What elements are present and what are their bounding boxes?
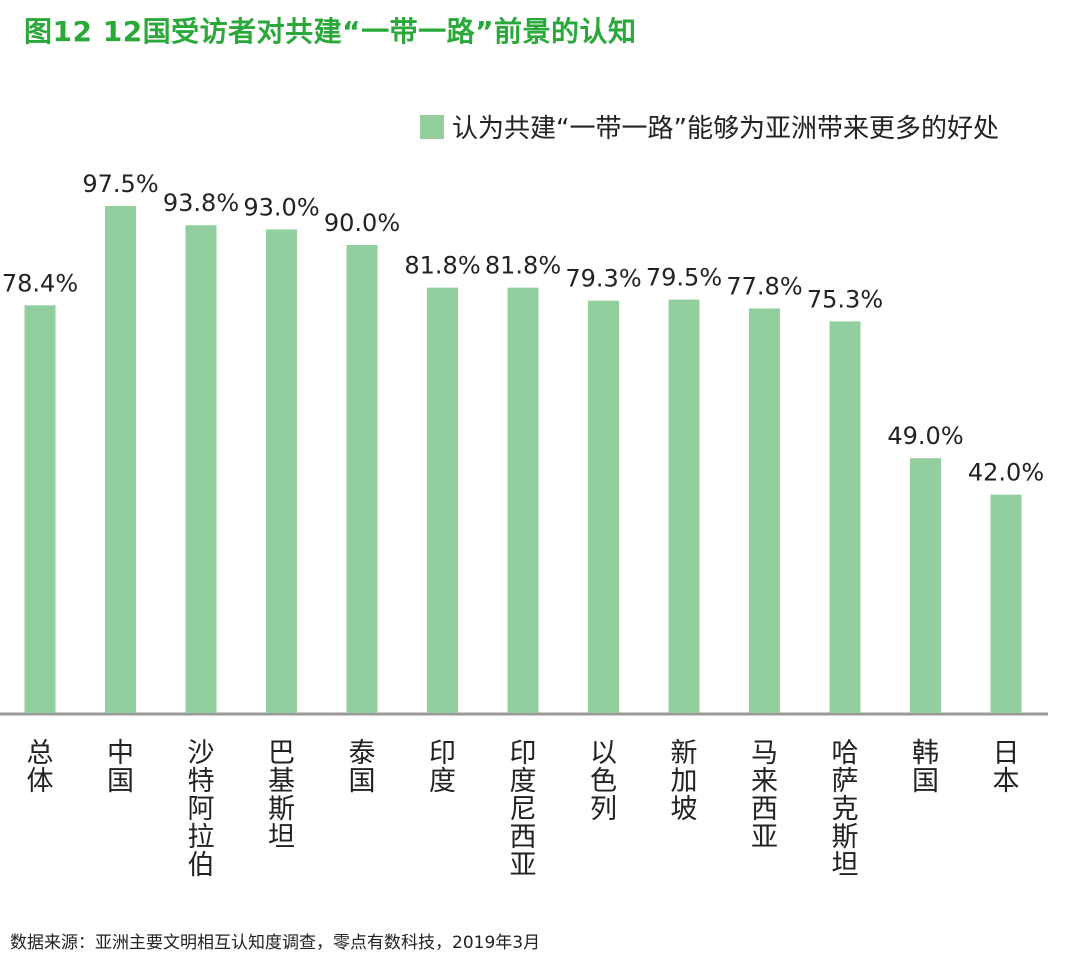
bar <box>266 229 297 713</box>
data-label: 81.8% <box>404 252 480 280</box>
legend-swatch <box>420 114 444 139</box>
category-label: 日本 <box>993 738 1020 797</box>
category-label: 马来西亚 <box>751 738 778 853</box>
bar <box>910 458 941 713</box>
category-label: 印度尼西亚 <box>510 738 537 881</box>
data-label: 81.8% <box>485 252 561 280</box>
legend-label: 认为共建“一带一路”能够为亚洲带来更多的好处 <box>452 114 999 144</box>
data-label: 49.0% <box>887 422 963 450</box>
bar <box>749 308 780 713</box>
bar <box>668 299 700 713</box>
data-label: 75.3% <box>807 285 883 313</box>
chart-title: 图12 12国受访者对共建“一带一路”前景的认知 <box>24 15 637 48</box>
data-label: 78.4% <box>2 269 78 297</box>
data-label: 79.5% <box>646 264 722 292</box>
bar <box>829 321 861 713</box>
data-label: 90.0% <box>324 209 400 237</box>
category-label: 巴基斯坦 <box>268 738 295 853</box>
bar <box>507 287 539 713</box>
category-label: 韩国 <box>912 738 939 797</box>
category-label: 印度 <box>429 738 456 797</box>
bar <box>346 245 378 713</box>
bar <box>185 225 217 714</box>
data-label: 93.0% <box>243 193 319 221</box>
data-label: 42.0% <box>968 459 1044 487</box>
bar <box>990 494 1022 713</box>
category-label: 总体 <box>27 738 54 797</box>
category-label: 中国 <box>107 738 134 797</box>
category-label: 泰国 <box>349 738 376 797</box>
bar <box>105 206 136 713</box>
category-label: 沙特阿拉伯 <box>188 738 215 881</box>
category-label: 新加坡 <box>671 738 698 825</box>
bar <box>24 305 56 713</box>
data-label: 77.8% <box>726 272 802 300</box>
bar <box>427 287 458 713</box>
legend: 认为共建“一带一路”能够为亚洲带来更多的好处 <box>420 108 999 145</box>
category-label: 哈萨克斯坦 <box>832 738 859 881</box>
bar <box>588 300 619 713</box>
data-label: 93.8% <box>163 189 239 217</box>
data-label: 97.5% <box>82 170 158 198</box>
source-note: 数据来源：亚洲主要文明相互认知度调查，零点有数科技，2019年3月 <box>10 933 541 953</box>
data-label: 79.3% <box>565 265 641 293</box>
category-label: 以色列 <box>590 738 617 825</box>
